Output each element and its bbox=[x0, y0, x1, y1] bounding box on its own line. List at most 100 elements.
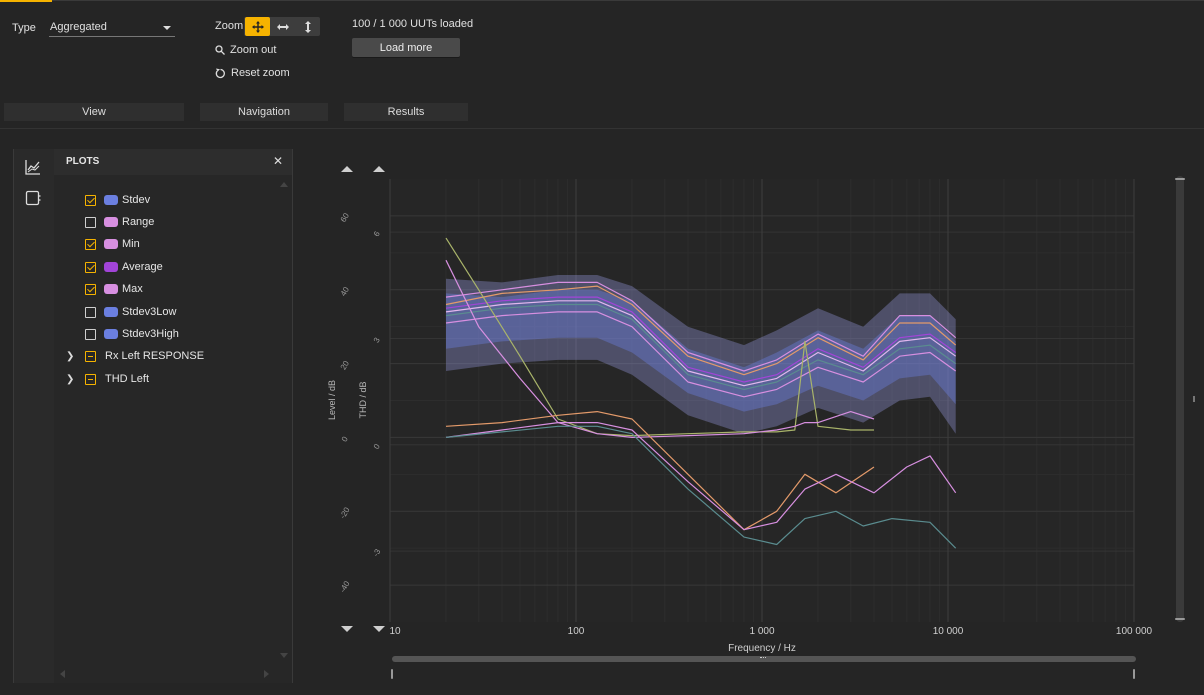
color-swatch bbox=[104, 195, 118, 205]
properties-rail-button[interactable] bbox=[22, 187, 44, 209]
panel-scroll-down-icon[interactable] bbox=[280, 653, 288, 658]
panel-scroll-left-icon[interactable] bbox=[60, 670, 65, 678]
series-line bbox=[445, 259, 875, 438]
plot-item-stdev3low[interactable]: Stdev3Low bbox=[85, 304, 176, 320]
chart-series bbox=[445, 237, 957, 549]
color-swatch bbox=[104, 217, 118, 227]
level-tick-label: 0 bbox=[340, 435, 350, 444]
zoom-out-button[interactable]: Zoom out bbox=[215, 44, 276, 56]
series-line bbox=[445, 300, 957, 387]
vertical-scrollbar[interactable] bbox=[1176, 176, 1184, 622]
plot-checkbox[interactable] bbox=[85, 328, 96, 340]
arrows-horizontal-icon bbox=[276, 23, 289, 30]
level-tick-label: -20 bbox=[338, 505, 352, 520]
zoom-horizontal-button[interactable] bbox=[270, 17, 295, 36]
resize-grip[interactable] bbox=[1193, 396, 1195, 402]
chart-grid bbox=[389, 179, 1135, 622]
plot-item-range[interactable]: Range bbox=[85, 214, 154, 230]
stdev-band bbox=[446, 289, 956, 412]
reset-icon bbox=[215, 68, 225, 78]
plots-panel-title: PLOTS bbox=[66, 156, 100, 167]
vertical-scroll-handle-top[interactable] bbox=[1175, 178, 1185, 180]
x-axis-label: Frequency / Hz bbox=[728, 643, 796, 654]
line-chart-icon bbox=[25, 160, 40, 175]
plot-item-stdev3high[interactable]: Stdev3High bbox=[85, 326, 179, 342]
x-tick-label: 100 000 bbox=[1116, 626, 1153, 637]
series-line bbox=[445, 303, 957, 390]
level-axis-down-icon[interactable] bbox=[341, 626, 353, 632]
horizontal-scroll-grip[interactable] bbox=[760, 657, 766, 661]
series-line-max bbox=[445, 281, 957, 372]
color-swatch bbox=[104, 329, 118, 339]
zoom-pan-button[interactable] bbox=[245, 17, 270, 36]
chevron-right-icon[interactable]: ❯ bbox=[66, 350, 75, 362]
plot-group-thd-left[interactable]: ❯ THD Left bbox=[66, 371, 149, 387]
close-icon[interactable]: ✕ bbox=[272, 154, 283, 168]
plot-checkbox[interactable] bbox=[85, 283, 96, 295]
type-select[interactable]: Aggregated bbox=[49, 20, 175, 36]
plot-item-stdev[interactable]: Stdev bbox=[85, 192, 150, 208]
level-tick-label: -40 bbox=[338, 579, 352, 594]
level-tick-label: 40 bbox=[339, 285, 352, 298]
plot-checkbox[interactable] bbox=[85, 306, 96, 318]
group-checkbox[interactable] bbox=[85, 373, 96, 385]
plot-item-label: Average bbox=[122, 261, 163, 273]
horizontal-scrollbar[interactable] bbox=[392, 656, 1136, 662]
stdev-band bbox=[446, 275, 956, 434]
series-line bbox=[445, 411, 875, 531]
group-checkbox[interactable] bbox=[85, 350, 96, 362]
thd-axis-up-icon[interactable] bbox=[373, 166, 385, 172]
load-status: 100 / 1 000 UUTs loaded bbox=[352, 18, 474, 30]
plot-item-average[interactable]: Average bbox=[85, 259, 163, 275]
toolbar-divider bbox=[0, 128, 1204, 129]
thd-tick-label: 0 bbox=[372, 442, 382, 451]
panel-scroll-right-icon[interactable] bbox=[264, 670, 269, 678]
panel-scroll-up-icon[interactable] bbox=[280, 182, 288, 187]
color-swatch bbox=[104, 284, 118, 294]
x-tick-label: 10 bbox=[389, 626, 401, 637]
plot-item-min[interactable]: Min bbox=[85, 236, 140, 252]
thd-axis-down-icon[interactable] bbox=[373, 626, 385, 632]
x-tick-label: 1 000 bbox=[749, 626, 774, 637]
horizontal-scroll-handle-left[interactable] bbox=[391, 669, 393, 679]
load-more-button[interactable]: Load more bbox=[352, 38, 460, 57]
horizontal-scroll-handle-right[interactable] bbox=[1133, 669, 1135, 679]
thd-tick-label: 3 bbox=[372, 336, 382, 345]
x-tick-label: 100 bbox=[568, 626, 585, 637]
plot-checkbox[interactable] bbox=[85, 238, 96, 250]
arrows-vertical-icon bbox=[304, 20, 311, 33]
plot-checkbox[interactable] bbox=[85, 216, 96, 228]
plot-checkbox[interactable] bbox=[85, 261, 96, 273]
plot-item-label: Stdev bbox=[122, 194, 151, 206]
group-caption-view: View bbox=[4, 103, 184, 121]
reset-zoom-button[interactable]: Reset zoom bbox=[215, 67, 290, 79]
series-line-average bbox=[445, 296, 957, 383]
series-line-min bbox=[445, 311, 957, 398]
plot-item-max[interactable]: Max bbox=[85, 281, 143, 297]
type-label: Type bbox=[12, 22, 36, 34]
group-caption-results: Results bbox=[344, 103, 468, 121]
chevron-right-icon[interactable]: ❯ bbox=[66, 373, 75, 385]
zoom-label: Zoom bbox=[215, 20, 244, 32]
level-tick-label: 20 bbox=[339, 359, 352, 372]
series-line bbox=[445, 425, 957, 549]
chart-ticks: 10 100 1 000 10 000 100 000 60 40 20 0 -20 -40 6 3 0 -… bbox=[338, 211, 1152, 637]
type-select-underline bbox=[49, 36, 175, 37]
series-line bbox=[445, 285, 957, 376]
panel-icon bbox=[25, 190, 41, 206]
active-tab-indicator bbox=[0, 0, 52, 2]
plot-checkbox[interactable] bbox=[85, 194, 96, 206]
search-icon bbox=[215, 45, 225, 55]
level-axis-up-icon[interactable] bbox=[341, 166, 353, 172]
y-axis-left-label: Level / dB bbox=[327, 380, 337, 420]
series-line bbox=[445, 237, 874, 437]
move-icon bbox=[251, 20, 264, 33]
plots-rail-button[interactable] bbox=[22, 156, 44, 178]
color-swatch bbox=[104, 307, 118, 317]
plot-group-rx-left-response[interactable]: ❯ Rx Left RESPONSE bbox=[66, 348, 204, 364]
vertical-scroll-handle-bottom[interactable] bbox=[1175, 618, 1185, 620]
top-border bbox=[0, 0, 1204, 1]
level-tick-label: 60 bbox=[339, 211, 352, 224]
zoom-vertical-button[interactable] bbox=[295, 17, 320, 36]
